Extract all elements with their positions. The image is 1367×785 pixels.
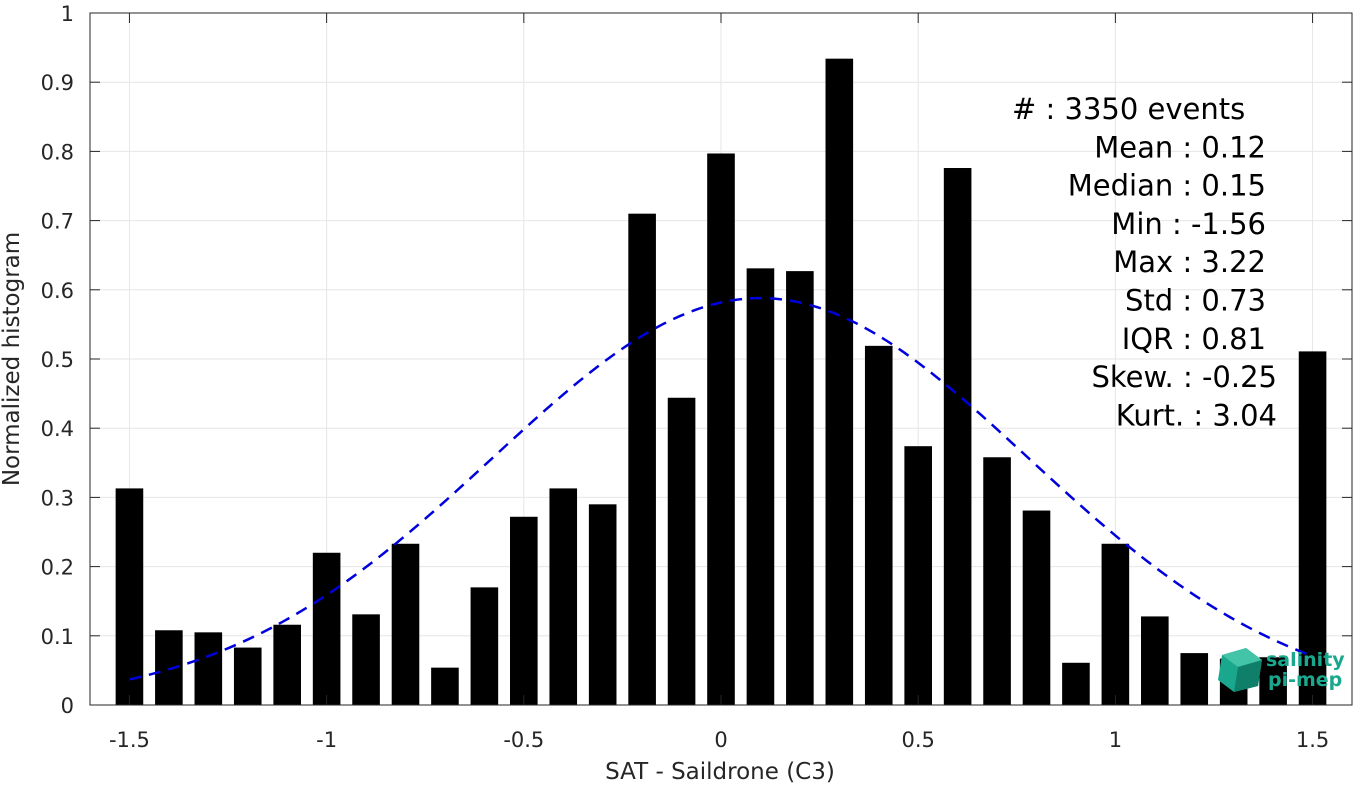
y-axis-ticks: 0 0.1 0.2 0.3 0.4 0.5 0.6 0.7 0.8 0.9 1 [41, 2, 1352, 718]
histogram-bar [391, 543, 420, 705]
histogram-bar [667, 397, 696, 705]
y-tick-label: 0.5 [41, 348, 74, 372]
histogram-bar [746, 268, 775, 705]
histogram-bar [904, 446, 932, 705]
x-tick-label: -1 [316, 728, 337, 752]
stat-line: IQR : 0.81 [1122, 322, 1266, 356]
x-tick-label: -0.5 [503, 728, 544, 752]
histogram-bar [943, 168, 972, 705]
histogram-bar [233, 647, 262, 705]
stat-line: Skew. : -0.25 [1091, 360, 1277, 394]
stat-line: Mean : 0.12 [1094, 130, 1266, 164]
bars [115, 58, 1327, 706]
histogram-bar [1259, 657, 1287, 705]
statistics-box: # : 3350 events Mean : 0.12 Median : 0.15 M… [1012, 92, 1277, 432]
histogram-bar [115, 488, 144, 705]
histogram-bar [1022, 510, 1051, 705]
y-tick-label: 0.4 [41, 417, 74, 441]
y-tick-label: 1 [61, 2, 74, 26]
histogram-bar [510, 516, 538, 705]
stat-line: Median : 0.15 [1068, 169, 1266, 203]
stat-line: # : 3350 events [1012, 92, 1245, 126]
y-tick-label: 0.2 [41, 556, 74, 580]
histogram-bar [470, 587, 499, 705]
x-tick-label: 1 [1109, 728, 1122, 752]
stat-line: Kurt. : 3.04 [1116, 398, 1277, 432]
stat-line: Std : 0.73 [1125, 284, 1266, 318]
logo-cube-dark-icon [1234, 660, 1262, 692]
x-tick-label: 0.5 [901, 728, 934, 752]
x-axis-ticks: -1.5 -1 -0.5 0 0.5 1 1.5 [109, 13, 1329, 752]
y-tick-label: 0.7 [41, 210, 74, 234]
logo-text-salinity: salinity [1266, 649, 1345, 671]
y-axis-label: Normalized histogram [0, 232, 25, 486]
histogram-bar [431, 667, 459, 705]
y-tick-label: 0.6 [41, 279, 74, 303]
histogram-bar [549, 488, 578, 705]
stat-line: Max : 3.22 [1113, 245, 1266, 279]
histogram-bar [1101, 543, 1130, 705]
histogram-bar [1180, 653, 1209, 705]
salinity-pimep-logo: salinity pi-mep [1218, 648, 1345, 692]
y-tick-label: 0.3 [41, 486, 74, 510]
y-tick-label: 0.1 [41, 625, 74, 649]
logo-text-pimep: pi-mep [1268, 669, 1342, 691]
normal-fit-curve [129, 296, 1314, 681]
y-tick-label: 0.9 [41, 71, 74, 95]
histogram-bar [825, 58, 854, 706]
x-tick-label: 0 [714, 728, 727, 752]
logo-cube-shade-icon [1222, 648, 1262, 667]
histogram-bar [273, 624, 301, 705]
histogram-bar [983, 457, 1011, 705]
histogram-bar [707, 153, 735, 705]
histogram-bar [1298, 351, 1327, 705]
x-tick-label: -1.5 [109, 728, 150, 752]
histogram-bar [194, 632, 223, 705]
histogram-bar [864, 345, 893, 705]
histogram-bar [312, 552, 341, 705]
histogram-bar [628, 213, 656, 705]
stat-line: Min : -1.56 [1111, 207, 1266, 241]
histogram-bar [1141, 616, 1169, 705]
histogram-bar [1062, 662, 1090, 705]
y-tick-label: 0.8 [41, 140, 74, 164]
x-axis-label: SAT - Saildrone (C3) [605, 759, 835, 785]
histogram-bar [352, 614, 380, 705]
y-tick-label: 0 [61, 694, 74, 718]
histogram-bar [786, 271, 814, 705]
histogram-bar [588, 504, 617, 705]
x-tick-label: 1.5 [1296, 728, 1329, 752]
